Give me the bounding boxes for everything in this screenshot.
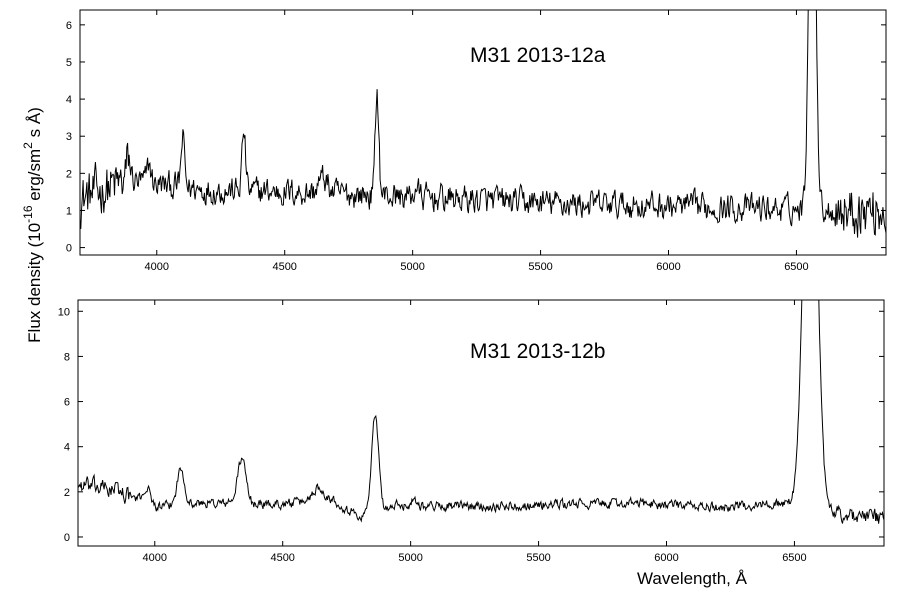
panel-top: 4000 4500 5000 5500 6000 6500 0 1 2 3 4 5 6 M31 2013-… [66,9,887,273]
panel-annotation: M31 2013-12a [470,44,606,67]
y-tick-label: 6 [64,397,70,409]
x-tick-label: 4500 [270,552,294,564]
y-axis-label: Flux density (10-16 erg/sm2 s Å) [21,107,44,343]
plot-frame [79,9,887,256]
x-tick-label: 4000 [143,552,167,564]
x-tick-label: 5000 [400,261,424,273]
spectrum-line [78,300,884,524]
y-tick-label: 2 [64,487,70,499]
plot-frame [77,299,885,547]
panel-annotation: M31 2013-12b [470,340,605,363]
x-tick-label: 6500 [784,261,808,273]
panel-bottom: 4000 4500 5000 5500 6000 6500 0 2 4 6 8 10 M31 2013-… [58,299,885,564]
x-tick-label: 5500 [528,261,552,273]
x-tick-label: 6000 [654,552,678,564]
y-tick-label: 8 [64,351,70,363]
y-tick-label: 4 [66,94,72,106]
y-tick-label: 3 [66,131,72,143]
x-tick-label: 4500 [272,261,296,273]
y-tick-label: 10 [58,306,70,318]
y-tick-label: 1 [66,205,72,217]
x-axis-label: Wavelength, Å [637,569,748,588]
spectrum-line [80,10,886,238]
y-tick-label: 0 [64,532,70,544]
x-tick-label: 6500 [782,552,806,564]
y-tick-label: 4 [64,442,70,454]
x-tick-label: 5500 [526,552,550,564]
x-tick-label: 4000 [145,261,169,273]
y-tick-label: 0 [66,243,72,255]
y-tick-label: 2 [66,168,72,180]
x-tick-label: 6000 [656,261,680,273]
x-tick-label: 5000 [398,552,422,564]
y-tick-label: 6 [66,20,72,32]
y-tick-label: 5 [66,57,72,69]
